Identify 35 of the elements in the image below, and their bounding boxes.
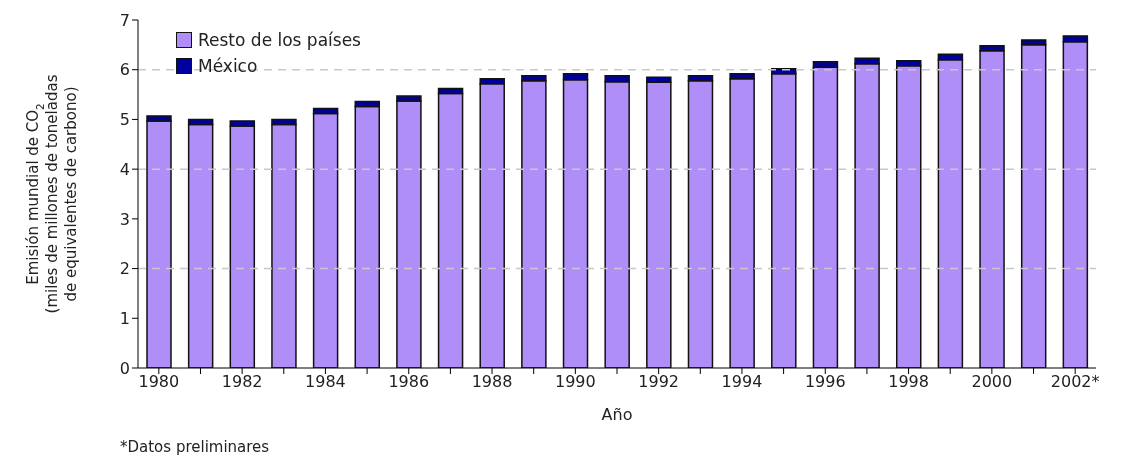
y-tick-label: 0 — [119, 358, 130, 378]
x-tick-label: 1982 — [221, 372, 263, 392]
bar — [312, 112, 339, 368]
bar — [521, 79, 547, 368]
x-tick-label: 1992 — [638, 372, 680, 392]
legend-label: Resto de los países — [198, 30, 361, 50]
bar — [771, 72, 797, 368]
legend-label: México — [198, 56, 258, 76]
y-tick-label: 1 — [119, 308, 130, 328]
x-tick-label: 1990 — [554, 372, 596, 392]
x-tick-label: 2000 — [971, 372, 1013, 392]
y-tick-label: 3 — [119, 209, 130, 229]
x-tick-label: 1986 — [388, 372, 430, 392]
bar — [437, 92, 464, 368]
bar — [895, 64, 922, 368]
x-tick-label: 1998 — [888, 372, 929, 392]
x-axis-title: Año — [601, 405, 633, 424]
y-tick-label: 7 — [119, 10, 130, 30]
text: *Datos preliminares — [120, 438, 271, 456]
bar — [354, 105, 381, 368]
x-tick-label: 1994 — [721, 372, 763, 392]
y-tick-label: 2 — [119, 259, 130, 279]
y-tick-label: 6 — [119, 60, 130, 80]
bar — [729, 77, 755, 368]
x-tick-label: 2002* — [1050, 372, 1100, 392]
bar — [187, 123, 214, 368]
x-tick-label: 1984 — [305, 372, 346, 392]
bar — [271, 123, 297, 368]
bar — [687, 79, 714, 368]
y-tick-label: 4 — [119, 159, 130, 179]
bar — [479, 82, 505, 368]
x-tick-label: 1988 — [471, 372, 513, 392]
x-tick-label: 1996 — [804, 372, 846, 392]
x-tick-label: 1980 — [138, 372, 180, 392]
y-tick-label: 5 — [119, 110, 130, 130]
